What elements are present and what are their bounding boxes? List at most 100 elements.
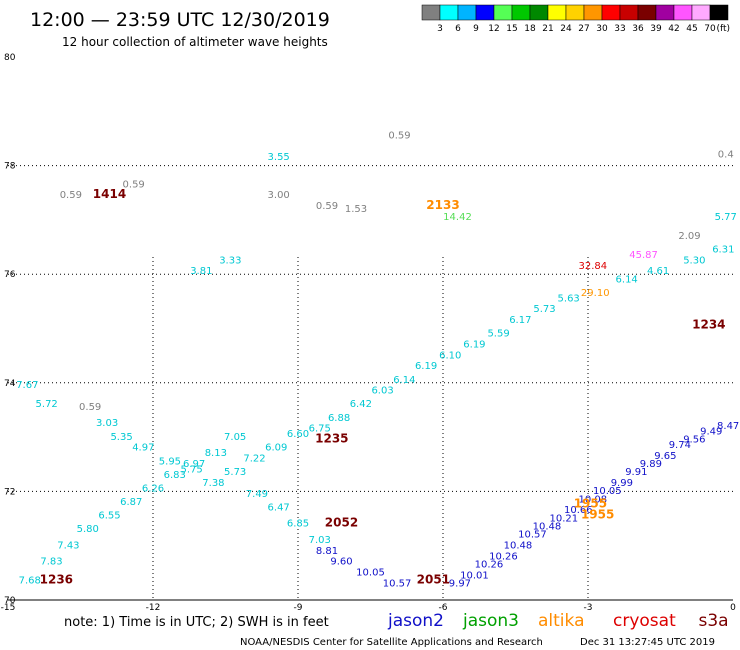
y-tick-label: 80 <box>4 53 16 63</box>
data-point-label: 45.87 <box>629 250 658 261</box>
legend-swatch <box>619 4 639 21</box>
data-point-label: 5.77 <box>715 212 737 223</box>
pass-time-label: 2051 <box>417 573 450 587</box>
data-point-label: 8.47 <box>717 421 739 432</box>
legend-swatch <box>655 4 675 21</box>
pass-time-label: 1235 <box>315 432 348 446</box>
legend-swatch <box>583 4 603 21</box>
data-point-label: 0.59 <box>123 179 145 190</box>
data-point-label: 7.43 <box>57 540 79 551</box>
data-point-label: 5.73 <box>533 304 555 315</box>
color-legend: 3 6 9 12 15 18 21 24 27 30 33 36 39 42 45 70 (ft) <box>421 4 730 34</box>
y-tick-label: 72 <box>4 487 15 497</box>
data-point-label: 9.91 <box>625 467 647 478</box>
footer-note: note: 1) Time is in UTC; 2) SWH is in fe… <box>64 615 329 630</box>
data-point-label: 6.87 <box>120 497 142 508</box>
pass-time-label: 2133 <box>426 198 459 212</box>
data-point-label: 9.99 <box>611 478 633 489</box>
legend-swatch <box>709 4 729 21</box>
data-point-label: 8.81 <box>316 546 338 557</box>
pass-time-label: 1955 <box>581 508 614 522</box>
data-point-label: 3.00 <box>268 190 290 201</box>
data-point-label: 5.95 <box>159 456 181 467</box>
pass-time-label: 1234 <box>692 318 725 332</box>
data-point-label: 9.56 <box>683 435 705 446</box>
data-point-label: 6.10 <box>439 350 461 361</box>
plot-area: -15 -12 -9 -6 -3 0 70 72 74 76 78 80 7.67 5.72 0.59 3.0… <box>1 53 740 613</box>
data-point-label: 6.09 <box>265 443 287 454</box>
data-point-label: 7.68 <box>19 576 41 587</box>
legend-bin-label: 27 <box>578 24 589 34</box>
data-point-label: 3.03 <box>96 418 118 429</box>
x-tick-label: -6 <box>439 603 448 613</box>
chart-subtitle: 12 hour collection of altimeter wave hei… <box>62 35 328 49</box>
data-point-label: 7.83 <box>40 557 62 568</box>
legend-bin-label: 30 <box>596 24 608 34</box>
data-point-label: 10.57 <box>383 578 412 589</box>
data-point-label: 10.48 <box>533 521 562 532</box>
pass-time-label: 1955 <box>574 497 607 511</box>
data-point-label: 5.35 <box>110 432 132 443</box>
legend-bin-label: 18 <box>524 24 536 34</box>
x-tick-label: -15 <box>1 603 16 613</box>
data-point-label: 5.80 <box>77 524 99 535</box>
legend-bin-label: 6 <box>455 24 461 34</box>
footer-timestamp: Dec 31 13:27:45 UTC 2019 <box>580 637 715 648</box>
data-point-label: 7.03 <box>309 535 331 546</box>
legend-swatch <box>457 4 477 21</box>
data-point-label: 6.55 <box>98 511 120 522</box>
data-point-label: 3.81 <box>190 266 212 277</box>
data-point-label: 10.08 <box>579 494 608 505</box>
legend-swatch <box>673 4 693 21</box>
data-point-label: 0.4 <box>718 149 734 160</box>
data-point-label: 10.21 <box>550 513 579 524</box>
data-point-label: 6.17 <box>509 315 531 326</box>
y-tick-label: 78 <box>4 162 16 172</box>
data-point-label: 6.19 <box>463 340 485 351</box>
data-point-label: 14.42 <box>443 212 472 223</box>
data-point-label: 7.22 <box>243 454 265 465</box>
data-point-label: 6.31 <box>712 244 734 255</box>
legend-jason3: jason3 <box>462 611 519 631</box>
data-point-label: 8.13 <box>205 448 227 459</box>
data-point-label: 6.75 <box>309 424 331 435</box>
data-point-label: 6.85 <box>287 519 309 530</box>
x-tick-label: -12 <box>146 603 161 613</box>
legend-swatch <box>493 4 513 21</box>
legend-altika: altika <box>538 611 585 631</box>
legend-swatch <box>565 4 585 21</box>
data-point-label: 5.30 <box>683 255 705 266</box>
legend-bin-label: 36 <box>632 24 644 34</box>
legend-bin-label: 39 <box>650 24 662 34</box>
legend-swatch <box>529 4 549 21</box>
legend-swatch <box>601 4 621 21</box>
data-point-label: 32.84 <box>579 261 608 272</box>
legend-swatch <box>547 4 567 21</box>
legend-swatch <box>475 4 495 21</box>
data-point-label: 9.89 <box>640 459 662 470</box>
data-point-label: 0.59 <box>79 402 101 413</box>
x-tick-label: -3 <box>584 603 593 613</box>
data-point-label: 6.14 <box>616 274 638 285</box>
legend-bin-label: 9 <box>473 24 479 34</box>
data-point-label: 9.97 <box>449 578 471 589</box>
data-point-label: 4.97 <box>132 443 154 454</box>
satellite-legend: jason2 jason3 altika cryosat s3a <box>387 611 729 631</box>
data-point-label: 3.55 <box>268 152 290 163</box>
data-point-label: 7.05 <box>224 432 246 443</box>
data-point-label: 9.49 <box>700 426 722 437</box>
pass-time-label: 2052 <box>325 516 358 530</box>
legend-bin-label: 15 <box>506 24 517 34</box>
data-point-label: 7.38 <box>202 478 224 489</box>
legend-bin-label: 12 <box>488 24 499 34</box>
data-point-label: 0.59 <box>60 190 82 201</box>
data-point-label: 6.42 <box>350 399 372 410</box>
data-point-label: 0.59 <box>388 130 410 141</box>
data-point-label: 10.01 <box>460 570 489 581</box>
data-point-label: 9.60 <box>330 557 352 568</box>
legend-bin-label: 33 <box>614 24 625 34</box>
y-tick-label: 76 <box>4 270 16 280</box>
data-point-label: 10.48 <box>504 540 533 551</box>
data-point-label: 6.26 <box>142 483 164 494</box>
data-point-label: 7.67 <box>16 380 38 391</box>
